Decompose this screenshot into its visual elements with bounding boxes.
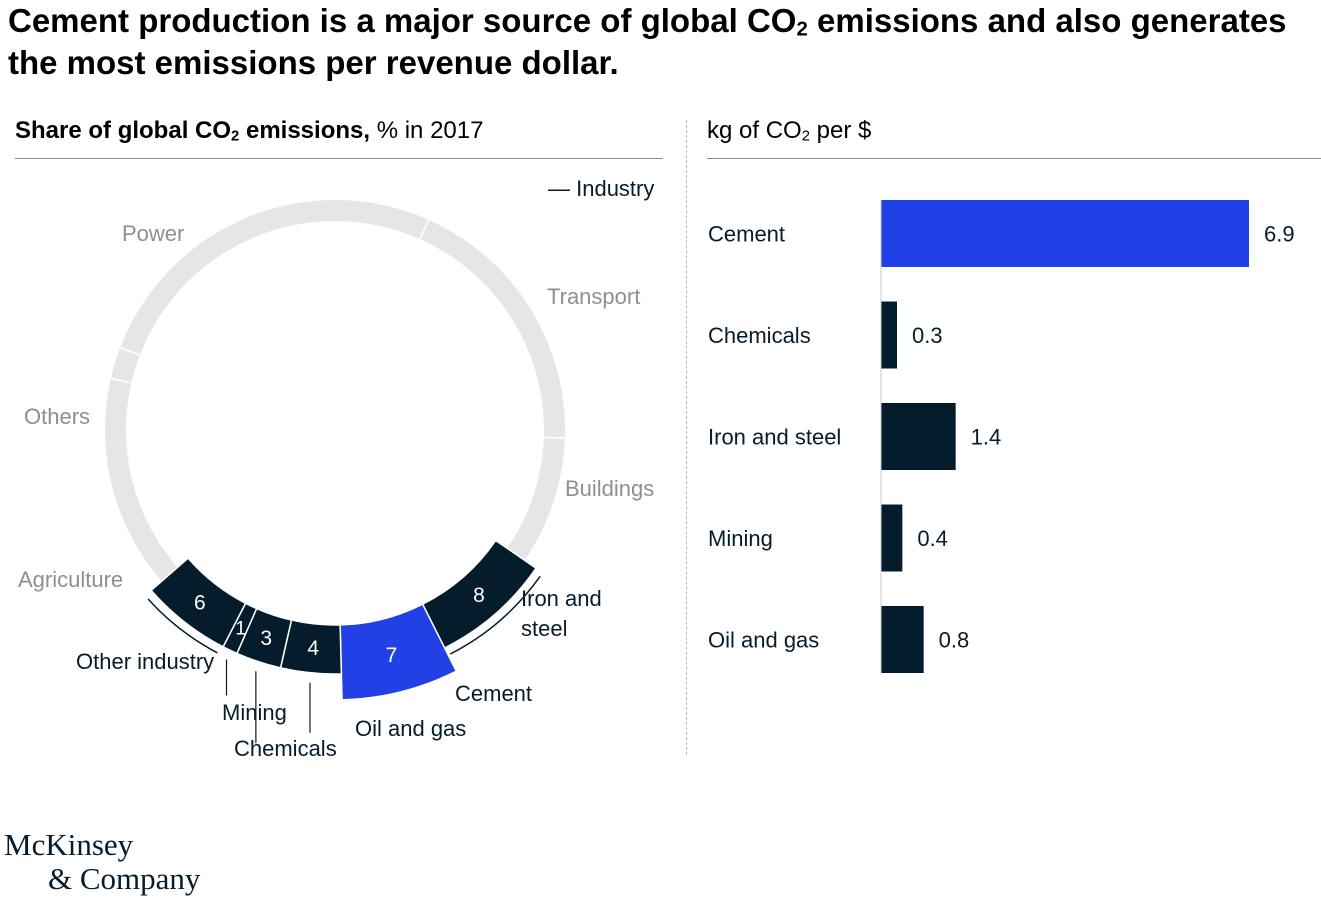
bar-cement	[881, 200, 1249, 267]
bar-oil-and-gas	[881, 606, 924, 673]
bracket-iron-and-steel	[449, 575, 541, 655]
bar-value-iron-and-steel: 1.4	[971, 425, 1002, 450]
right-panel-title: kg of CO2 per $	[707, 117, 872, 145]
donut-non-industry-ring	[104, 199, 566, 582]
bar-value-oil-and-gas: 0.8	[939, 628, 970, 653]
industry-label-other-industry: Other industry	[76, 649, 215, 674]
sector-label-buildings: Buildings	[565, 476, 655, 501]
bar-mining	[881, 504, 903, 572]
legend-industry: — Industry	[548, 176, 655, 201]
sector-label-agriculture: Agriculture	[18, 567, 124, 592]
sector-label-power: Power	[122, 221, 185, 246]
donut-value-mining: 1	[235, 619, 246, 640]
donut-value-other-industry: 6	[194, 591, 206, 614]
bar-category-mining: Mining	[708, 526, 773, 551]
logo-line-2: & Company	[48, 861, 201, 896]
chart-title: Cement production is a major source of g…	[8, 2, 1287, 81]
industry-label-mining: Mining	[222, 700, 287, 725]
donut-sector-separator	[109, 377, 133, 384]
industry-label-iron-and-steel: Iron and steel	[521, 586, 602, 641]
panel-divider	[686, 120, 687, 755]
donut-chart: 8 7 4 31 6	[104, 199, 566, 744]
donut-value-oil-and-gas: 4	[307, 637, 319, 660]
bar-category-oil-and-gas: Oil and gas	[708, 628, 819, 653]
bar-category-iron-and-steel: Iron and steel	[708, 425, 841, 450]
bar-chemicals	[881, 301, 897, 369]
bar-value-cement: 6.9	[1264, 222, 1295, 247]
bar-value-chemicals: 0.3	[912, 323, 943, 348]
sector-label-transport: Transport	[547, 284, 641, 309]
bracket-other-industry	[147, 598, 218, 654]
left-panel-rule	[15, 158, 663, 159]
donut-value-chemicals: 3	[260, 627, 272, 650]
bar-chart: Cement 6.9 Chemicals 0.3 Iron and steel 1.4 Mi…	[708, 200, 1295, 673]
donut-value-iron-and-steel: 8	[473, 584, 485, 607]
industry-label-chemicals: Chemicals	[234, 736, 337, 761]
left-panel-title: Share of global CO2 emissions, % in 2017	[15, 117, 484, 145]
donut-sector-separator	[119, 346, 142, 357]
bar-category-chemicals: Chemicals	[708, 323, 811, 348]
donut-sector-separator	[542, 436, 566, 439]
logo-line-1: McKinsey	[4, 827, 134, 862]
mckinsey-logo: McKinsey & Company	[4, 828, 200, 896]
donut-value-cement: 7	[386, 644, 398, 667]
bar-category-cement: Cement	[708, 222, 785, 247]
donut-sector-separator	[418, 218, 430, 241]
donut-segment-other-industry	[150, 557, 247, 648]
right-panel-rule	[707, 158, 1321, 159]
bar-value-mining: 0.4	[917, 526, 948, 551]
industry-label-oil-and-gas: Oil and gas	[355, 716, 467, 741]
industry-label-cement: Cement	[455, 681, 533, 706]
bar-iron-and-steel	[881, 403, 956, 470]
sector-label-others: Others	[24, 404, 91, 429]
